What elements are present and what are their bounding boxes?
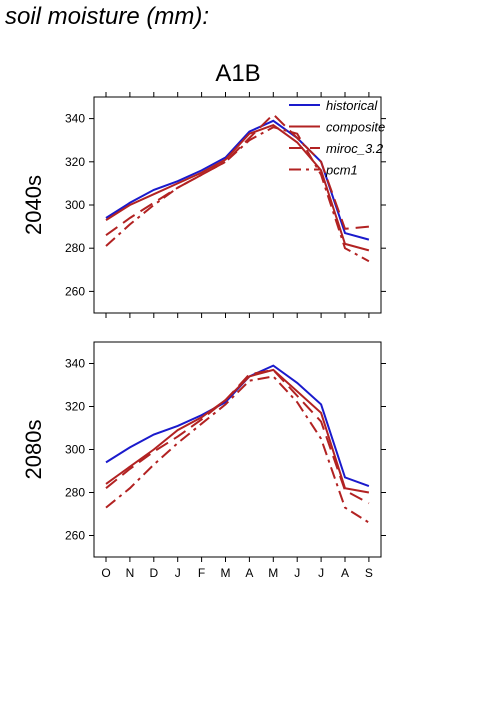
legend: historical composite miroc_3.2 pcm1 [289, 98, 385, 178]
page-title: soil moisture (mm): [5, 3, 210, 30]
y-tick-label: 300 [65, 443, 85, 457]
legend-label-miroc_3.2: miroc_3.2 [326, 141, 384, 156]
panel-2080s: 260 280 300 320 340 2080s [21, 341, 386, 562]
x-tick-label: A [245, 566, 253, 580]
x-tick-label: N [126, 566, 135, 580]
x-tick-label: M [221, 566, 231, 580]
x-tick-label: A [341, 566, 349, 580]
y-tick-label: 280 [65, 486, 85, 500]
series-line-pcm1 [105, 126, 370, 263]
series-line-historical [105, 119, 370, 241]
y-tick-label: 320 [65, 155, 85, 169]
row-label-2040s: 2040s [21, 175, 46, 235]
y-tick-label: 320 [65, 400, 85, 414]
legend-label-historical: historical [326, 98, 378, 113]
x-tick-label: J [294, 566, 300, 580]
row-label-2080s: 2080s [21, 420, 46, 480]
y-tick-label: 340 [65, 357, 85, 371]
series-line-miroc_3.2 [105, 112, 369, 237]
legend-label-composite: composite [326, 120, 385, 135]
legend-label-pcm1: pcm1 [325, 163, 358, 178]
series-line-composite [105, 123, 370, 252]
panel-2040s: 260 280 300 320 340 2040s [21, 92, 386, 318]
x-tick-label: O [101, 566, 110, 580]
series-line-historical [105, 364, 370, 488]
series-line-miroc_3.2 [105, 368, 370, 505]
y-tick-label: 260 [65, 284, 85, 298]
x-tick-label: J [318, 566, 324, 580]
y-tick-label: 280 [65, 241, 85, 255]
x-tick-label: S [365, 566, 373, 580]
y-tick-label: 260 [65, 529, 85, 543]
chart-panels: 260 280 300 320 340 2040s 260 280 300 320 340 2080s [21, 92, 386, 562]
y-tick-label: 340 [65, 112, 85, 126]
y-tick-label: 300 [65, 198, 85, 212]
x-tick-label: J [175, 566, 181, 580]
chart-title: A1B [215, 60, 260, 87]
x-tick-label: D [149, 566, 158, 580]
series-line-pcm1 [105, 375, 370, 524]
series-line-composite [105, 368, 370, 494]
plot-frame [93, 341, 382, 558]
x-tick-label: F [198, 566, 205, 580]
x-tick-label: M [268, 566, 278, 580]
